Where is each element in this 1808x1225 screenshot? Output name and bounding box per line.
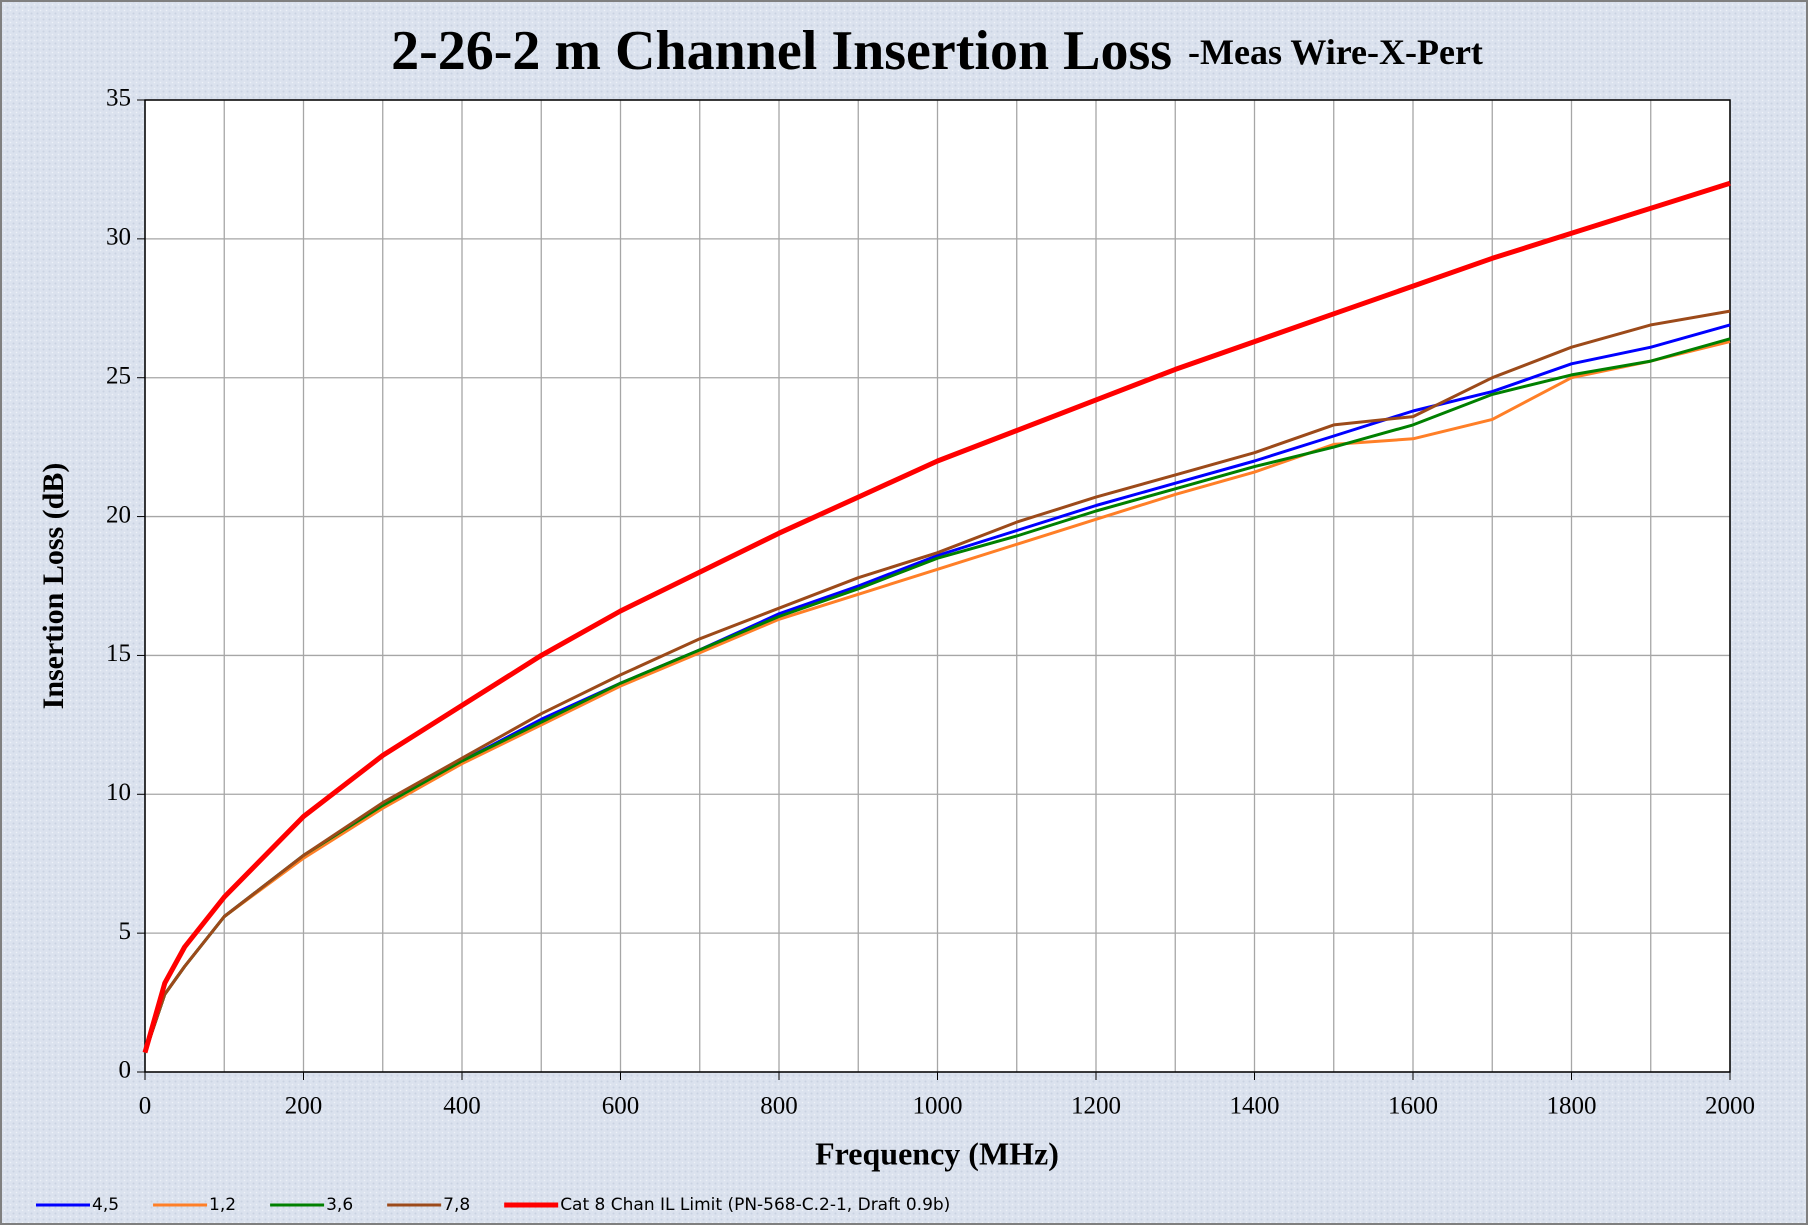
y-tick-label: 15 — [106, 640, 131, 667]
y-tick-label: 10 — [106, 779, 131, 806]
y-tick-label: 0 — [119, 1057, 132, 1084]
x-axis-label: Frequency (MHz) — [815, 1135, 1059, 1171]
x-tick-label: 400 — [443, 1093, 481, 1120]
x-tick-label: 600 — [602, 1093, 640, 1120]
x-tick-label: 1400 — [1230, 1093, 1280, 1120]
subtitle: -Meas Wire-X-Pert — [1188, 32, 1483, 72]
y-tick-label: 30 — [106, 224, 131, 251]
legend-label: 3,6 — [326, 1195, 353, 1215]
legend-label: 7,8 — [443, 1195, 470, 1215]
y-tick-label: 20 — [106, 501, 131, 528]
x-tick-label: 200 — [285, 1093, 323, 1120]
x-tick-label: 2000 — [1705, 1093, 1755, 1120]
title: 2-26-2 m Channel Insertion Loss — [391, 20, 1172, 82]
x-tick-label: 0 — [139, 1093, 152, 1120]
x-tick-label: 1000 — [913, 1093, 963, 1120]
y-axis-label: Insertion Loss (dB) — [37, 463, 70, 710]
x-tick-label: 1800 — [1547, 1093, 1597, 1120]
y-tick-label: 5 — [119, 918, 132, 945]
x-tick-label: 1600 — [1388, 1093, 1438, 1120]
legend-label: 4,5 — [92, 1195, 119, 1215]
y-tick-label: 25 — [106, 362, 131, 389]
x-tick-label: 800 — [760, 1093, 798, 1120]
chart-title: 2-26-2 m Channel Insertion Loss -Meas Wir… — [391, 20, 1483, 82]
x-tick-label: 1200 — [1071, 1093, 1121, 1120]
plot-border — [144, 99, 1731, 1073]
legend-label: Cat 8 Chan IL Limit (PN-568-C.2-1, Draft… — [560, 1195, 950, 1215]
series-line — [143, 309, 1731, 1054]
series-line — [142, 180, 1731, 1054]
y-tick-label: 35 — [106, 85, 131, 112]
legend-label: 1,2 — [209, 1195, 236, 1215]
